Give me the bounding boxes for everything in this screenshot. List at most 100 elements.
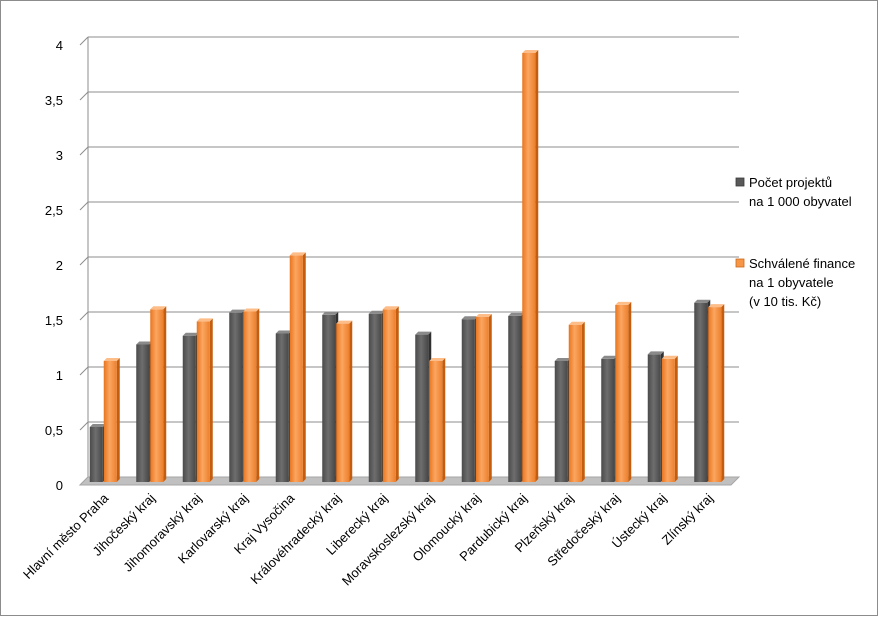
bar-projects: [508, 312, 525, 482]
gridlines: [79, 36, 739, 486]
bar-top: [322, 311, 339, 315]
bar-front: [150, 309, 164, 482]
bar-side: [721, 304, 725, 482]
x-category-label: Moravskoslezský kraj: [339, 490, 437, 588]
bar-side: [209, 318, 213, 482]
bar-top: [382, 306, 399, 310]
bar-projects: [461, 316, 478, 482]
bar-front: [568, 324, 582, 482]
bar-side: [395, 306, 399, 482]
x-category-label: Jihomoravský kraj: [120, 490, 204, 574]
bars: [89, 50, 725, 482]
bar-side: [628, 301, 632, 482]
y-tick-label: 0,5: [45, 423, 63, 438]
bar-top: [429, 358, 446, 361]
bar-top: [196, 318, 213, 322]
bar-side: [488, 314, 492, 482]
bar-projects: [415, 331, 432, 482]
y-tick-label: 4: [56, 38, 63, 53]
bar-top: [601, 355, 618, 359]
bar-top: [289, 252, 306, 256]
bar-top: [150, 306, 167, 310]
bar-top: [554, 358, 571, 361]
bar-finance: [289, 252, 306, 482]
bar-top: [336, 320, 353, 324]
bar-front: [475, 317, 489, 482]
bar-projects: [275, 330, 292, 482]
bar-finance: [382, 306, 399, 482]
bar-front: [615, 304, 629, 482]
bar-top: [89, 424, 106, 427]
bar-top: [615, 301, 632, 305]
bar-finance: [661, 355, 678, 482]
bar-front: [136, 344, 150, 482]
bar-top: [415, 331, 432, 335]
bar-front: [89, 427, 103, 482]
bar-front: [368, 313, 382, 482]
bar-projects: [182, 332, 199, 482]
bar-top: [182, 332, 199, 336]
gridline-depth: [79, 421, 89, 431]
legend-label: na 1 obyvatele: [749, 275, 834, 290]
bar-front: [103, 361, 117, 482]
bar-side: [256, 308, 260, 482]
legend-label: na 1 000 obyvatel: [749, 194, 852, 209]
y-axis-ticks: 0 0,5 1 1,5 2 2,5 3 3,5 4: [45, 38, 63, 493]
bar-front: [694, 302, 708, 482]
bar-finance: [568, 321, 585, 482]
bar-top: [522, 50, 539, 53]
bar-top: [708, 304, 725, 308]
bar-finance: [522, 50, 539, 482]
bar-projects: [601, 355, 618, 482]
bar-projects: [368, 310, 385, 482]
bar-projects: [89, 424, 106, 482]
bar-side: [302, 252, 306, 482]
bar-top: [508, 312, 525, 316]
bar-front: [275, 333, 289, 482]
legend-swatch: [735, 177, 745, 187]
bar-top: [275, 330, 292, 334]
bar-front: [522, 53, 536, 482]
bar-front: [415, 334, 429, 482]
bar-finance: [336, 320, 353, 482]
bar-side: [163, 306, 167, 482]
bar-side: [116, 358, 120, 482]
gridline-depth: [79, 366, 89, 376]
bar-top: [229, 309, 246, 313]
y-tick-label: 2: [56, 258, 63, 273]
y-tick-label: 3: [56, 148, 63, 163]
legend-item-finance: Schválené finance na 1 obyvatele (v 10 tis…: [735, 256, 855, 309]
bar-top: [243, 308, 260, 312]
legend-label: Schválené finance: [749, 256, 855, 271]
x-category-label: Královéhradecký kraj: [247, 490, 344, 587]
bar-side: [442, 358, 446, 482]
bar-front: [336, 323, 350, 482]
bar-side: [674, 355, 678, 482]
y-tick-label: 1,5: [45, 313, 63, 328]
bar-top: [568, 321, 585, 325]
y-tick-label: 2,5: [45, 203, 63, 218]
gridline-depth: [79, 146, 89, 156]
bar-finance: [150, 306, 167, 482]
bar-projects: [229, 309, 246, 482]
bar-front: [647, 354, 661, 482]
bar-front: [289, 255, 303, 482]
y-tick-label: 3,5: [45, 93, 63, 108]
bar-top: [694, 299, 711, 303]
bar-top: [661, 355, 678, 359]
bar-front: [554, 361, 568, 482]
bar-finance: [429, 358, 446, 482]
bar-front: [182, 335, 196, 482]
bar-projects: [554, 358, 571, 482]
bar-front: [429, 361, 443, 482]
bar-front: [508, 315, 522, 482]
bar-finance: [475, 314, 492, 482]
bar-projects: [647, 351, 664, 482]
x-category-label: Zlínský kraj: [659, 490, 716, 547]
gridline-depth: [79, 201, 89, 211]
bar-front: [661, 358, 675, 482]
y-tick-label: 0: [56, 478, 63, 493]
